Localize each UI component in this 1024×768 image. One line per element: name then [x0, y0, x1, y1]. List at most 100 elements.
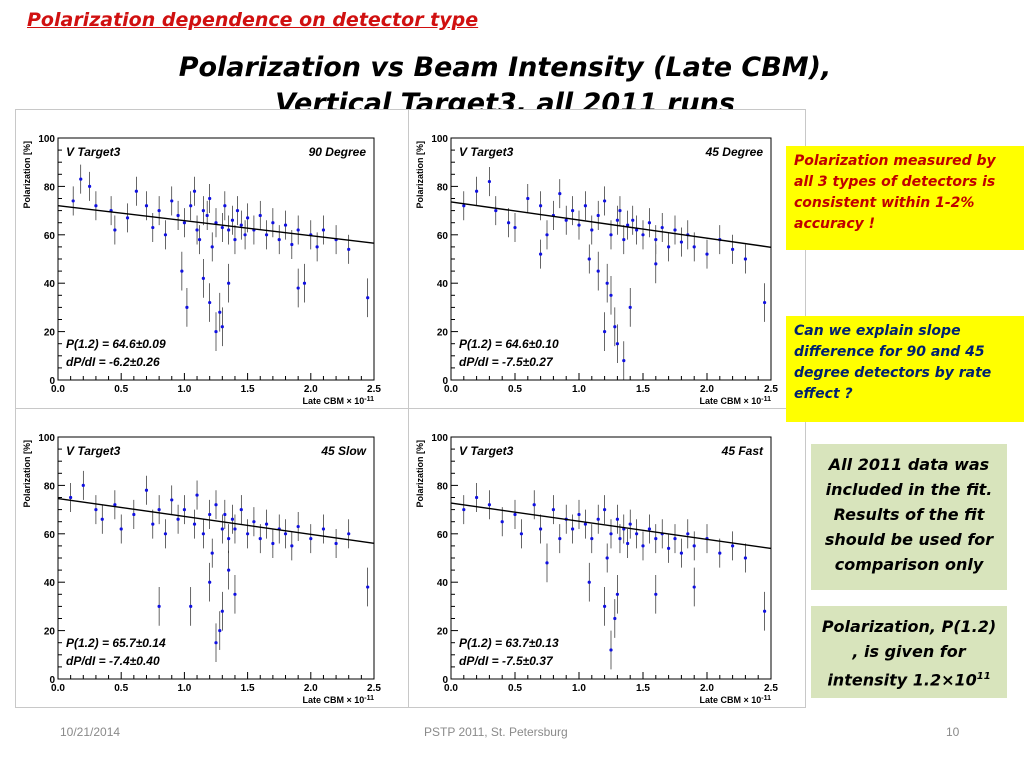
data-point: [667, 546, 671, 550]
data-point: [208, 196, 212, 201]
y-tick-label: 40: [44, 279, 56, 290]
data-point: [622, 238, 626, 242]
data-point: [157, 604, 161, 608]
data-point: [220, 225, 224, 230]
data-point: [113, 228, 117, 232]
data-point: [673, 537, 677, 541]
data-point: [271, 221, 275, 225]
data-point: [545, 233, 549, 237]
data-point: [635, 532, 639, 536]
data-point: [233, 238, 237, 242]
data-point: [513, 512, 517, 517]
x-axis-label: Late CBM × 10-11: [302, 695, 374, 706]
data-point: [577, 512, 581, 517]
data-point: [309, 537, 313, 541]
data-point: [208, 512, 212, 517]
data-point: [88, 184, 92, 188]
data-point: [596, 517, 600, 521]
y-tick-label: 0: [49, 675, 55, 686]
data-point: [201, 532, 205, 536]
y-tick-label: 100: [431, 433, 448, 444]
data-point: [208, 300, 212, 305]
data-point: [692, 245, 696, 249]
data-point: [246, 216, 250, 220]
data-point: [564, 218, 568, 222]
y-tick-label: 80: [437, 481, 449, 492]
data-point: [615, 592, 619, 596]
data-point: [258, 537, 262, 541]
y-axis-label: Polarization [%]: [22, 141, 32, 209]
y-tick-label: 20: [437, 328, 449, 339]
data-point: [71, 199, 75, 203]
data-point: [214, 503, 218, 507]
data-point: [205, 213, 209, 218]
data-point: [302, 281, 307, 285]
data-point: [609, 532, 613, 536]
data-point: [220, 527, 224, 531]
data-point: [214, 641, 218, 645]
data-point: [618, 209, 622, 213]
data-point: [119, 527, 123, 531]
y-axis-label: Polarization [%]: [415, 141, 425, 209]
data-point: [157, 508, 161, 512]
data-point: [163, 532, 168, 536]
data-point: [605, 281, 609, 285]
data-point: [220, 609, 224, 613]
data-point: [519, 532, 523, 536]
data-point: [654, 262, 658, 266]
x-tick-label: 1.0: [572, 683, 586, 694]
data-point: [277, 238, 281, 242]
data-point: [214, 330, 218, 334]
fit-result-slope: dP/dI = -7.5±0.27: [459, 355, 554, 369]
data-point: [487, 503, 491, 507]
x-axis-label: Late CBM × 10-11: [699, 695, 771, 706]
data-point: [622, 359, 626, 363]
data-point: [603, 604, 607, 608]
data-point: [613, 325, 617, 329]
data-point: [296, 524, 300, 529]
data-point: [539, 527, 543, 531]
y-tick-label: 80: [44, 182, 56, 193]
data-point: [763, 300, 767, 305]
data-point: [615, 342, 619, 346]
slide-title: Polarization vs Beam Intensity (Late CBM…: [150, 50, 860, 122]
data-point: [731, 247, 735, 251]
detector-label: 45 Degree: [705, 145, 764, 159]
fit-result-p: P(1.2) = 64.6±0.09: [66, 337, 166, 351]
footer-conference: PSTP 2011, St. Petersburg: [424, 725, 568, 739]
data-point: [227, 281, 231, 285]
data-point: [192, 189, 197, 193]
y-tick-label: 60: [44, 231, 56, 242]
x-tick-label: 2.0: [304, 384, 318, 395]
x-tick-label: 2.0: [304, 683, 318, 694]
data-point: [220, 325, 224, 329]
y-tick-label: 0: [442, 376, 448, 387]
data-point: [654, 592, 658, 596]
data-point: [603, 508, 607, 512]
y-tick-label: 20: [44, 328, 56, 339]
x-tick-label: 2.5: [764, 683, 778, 694]
data-point: [673, 228, 677, 232]
data-point: [462, 508, 466, 512]
data-point: [134, 189, 138, 193]
data-point: [218, 629, 222, 633]
data-point: [692, 544, 696, 548]
chart-45-fast: 0.0 0.5 1.0 1.5 2.0 2.5 0 20 40 60 80 100 Late CBM ×…: [415, 433, 778, 706]
x-tick-label: 0.0: [444, 683, 458, 694]
data-point: [210, 245, 214, 249]
data-point: [239, 508, 243, 512]
y-tick-label: 40: [44, 578, 56, 589]
data-point: [609, 648, 613, 652]
y-tick-label: 60: [44, 530, 56, 541]
data-point: [233, 592, 237, 596]
y-tick-label: 100: [38, 433, 55, 444]
y-tick-label: 80: [437, 182, 449, 193]
data-point: [743, 556, 747, 560]
fit-line: [450, 502, 772, 550]
y-tick-label: 100: [38, 134, 55, 145]
fit-result-p: P(1.2) = 65.7±0.14: [66, 636, 166, 650]
data-point: [545, 561, 549, 565]
note-consistency: Polarization measured by all 3 types of …: [786, 146, 1024, 250]
x-tick-label: 2.5: [764, 384, 778, 395]
y-tick-label: 60: [437, 530, 449, 541]
